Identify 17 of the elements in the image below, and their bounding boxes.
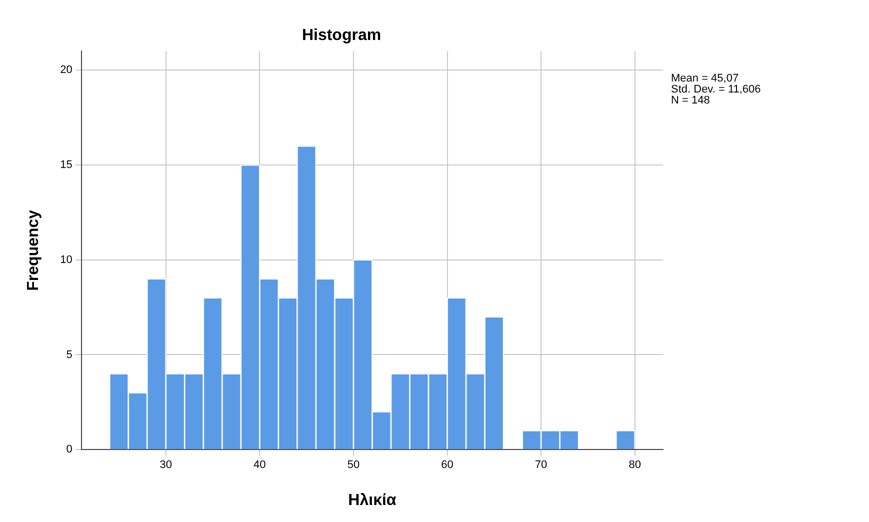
chart-title: Histogram <box>302 27 382 44</box>
y-tick-label: 0 <box>66 444 72 456</box>
y-tick-label: 20 <box>60 64 72 76</box>
text: Mean = 45,07 <box>671 72 739 85</box>
x-tick-label: 80 <box>628 459 641 472</box>
y-tick-label: 10 <box>60 254 72 266</box>
x-axis-title: Ηλικία <box>348 492 396 509</box>
x-tick-label: 40 <box>254 459 266 472</box>
y-tick-label: 5 <box>66 348 72 361</box>
y-tick-label: 15 <box>60 159 72 172</box>
text: Std. Dev. = 11,606 <box>671 84 761 96</box>
y-axis-title: Frequency <box>25 210 42 291</box>
x-tick-label: 70 <box>534 459 548 472</box>
x-tick-label: 60 <box>441 459 454 472</box>
text: N = 148 <box>671 94 710 107</box>
x-tick-label: 50 <box>347 459 360 472</box>
x-tick-label: 30 <box>160 459 172 472</box>
